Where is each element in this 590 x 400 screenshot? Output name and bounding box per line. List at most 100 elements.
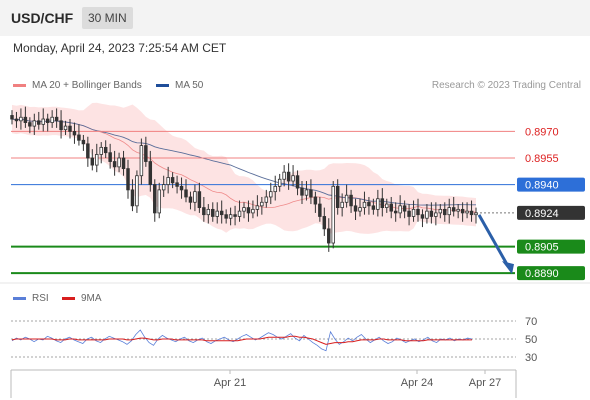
candle [291, 175, 295, 182]
candle [193, 191, 197, 203]
legend-ma50: MA 50 [156, 80, 203, 91]
rsi-tick-label: 30 [525, 352, 537, 364]
candle [50, 116, 54, 123]
candle [202, 207, 206, 216]
candle [242, 207, 246, 212]
candle [340, 201, 344, 209]
candle [157, 189, 161, 214]
candle [219, 210, 224, 216]
candle [19, 116, 23, 122]
candle [385, 203, 389, 209]
level-tag [517, 205, 585, 220]
candle [255, 205, 260, 210]
credit-label: Research © 2023 Trading Central [431, 80, 581, 91]
candle [327, 228, 331, 244]
candle [139, 145, 144, 177]
candle [460, 208, 465, 214]
candle [425, 210, 429, 219]
legend-9ma: 9MA [62, 293, 102, 304]
candle [59, 120, 63, 131]
candle [170, 177, 175, 184]
candle [153, 184, 157, 214]
candle [295, 175, 300, 189]
candle [277, 178, 282, 187]
candle [407, 210, 411, 217]
timeframe-button[interactable]: 30 MIN [82, 7, 133, 29]
candle [246, 207, 251, 214]
candle [398, 205, 402, 214]
candle [313, 196, 318, 205]
legend-9ma-label: 9MA [81, 293, 102, 304]
candle [237, 210, 242, 217]
candle [86, 143, 90, 159]
candle [32, 120, 37, 127]
candle [456, 208, 460, 212]
candle [322, 216, 327, 230]
candle [90, 157, 95, 166]
candle [135, 175, 139, 207]
candle [376, 198, 380, 210]
rsi-line [11, 329, 473, 352]
level-label: 0.8970 [525, 126, 559, 138]
rsi-tick-label: 50 [525, 334, 537, 346]
candle [429, 210, 434, 217]
candle [474, 212, 478, 216]
x-tick-label: Apr 27 [469, 377, 501, 389]
candle [282, 171, 286, 180]
candle [318, 203, 322, 217]
candle [416, 208, 420, 216]
level-label: 0.8955 [525, 153, 559, 165]
level-tag [517, 266, 585, 281]
candle [126, 168, 130, 191]
arrow-head-icon [502, 261, 514, 275]
rsi-swatch-icon [13, 296, 26, 300]
candle [63, 125, 68, 131]
candle [103, 146, 108, 154]
candle [23, 116, 28, 123]
candle [353, 205, 358, 212]
symbol-label: USD/CHF [11, 10, 74, 26]
candle [108, 152, 112, 162]
candle [367, 201, 371, 207]
candle [99, 146, 103, 155]
ma50-swatch-icon [156, 83, 169, 87]
candle [10, 115, 14, 120]
ma20-swatch-icon [13, 83, 26, 87]
candle [260, 201, 264, 207]
candle [362, 201, 367, 209]
candle [197, 191, 202, 209]
candle [411, 208, 416, 217]
candle [402, 205, 407, 212]
legend-ma20: MA 20 + Bollinger Bands [13, 80, 142, 91]
candle [121, 157, 126, 170]
ma50-line [11, 118, 476, 206]
candle [41, 118, 45, 125]
candle [206, 208, 211, 216]
candle [447, 207, 451, 216]
x-tick-label: Apr 21 [214, 377, 246, 389]
rsi-tick-label: 70 [525, 316, 537, 328]
candle [161, 184, 166, 191]
candle [389, 203, 393, 212]
candle [77, 134, 81, 141]
candle [224, 214, 228, 219]
candle [273, 185, 277, 193]
candle [95, 154, 99, 166]
candle [148, 161, 153, 185]
candle [393, 210, 398, 214]
candle [349, 194, 353, 207]
candle [251, 208, 255, 214]
candle [14, 118, 19, 122]
candle [269, 191, 273, 198]
candle [112, 161, 117, 168]
candle [300, 187, 304, 196]
legend-rsi: RSI [13, 293, 49, 304]
legend-ma50-label: MA 50 [175, 80, 204, 91]
candle [335, 185, 340, 208]
level-tag [517, 239, 585, 254]
candle [420, 214, 425, 219]
level-tag [517, 177, 585, 192]
candle [286, 171, 291, 182]
candle [144, 145, 148, 162]
